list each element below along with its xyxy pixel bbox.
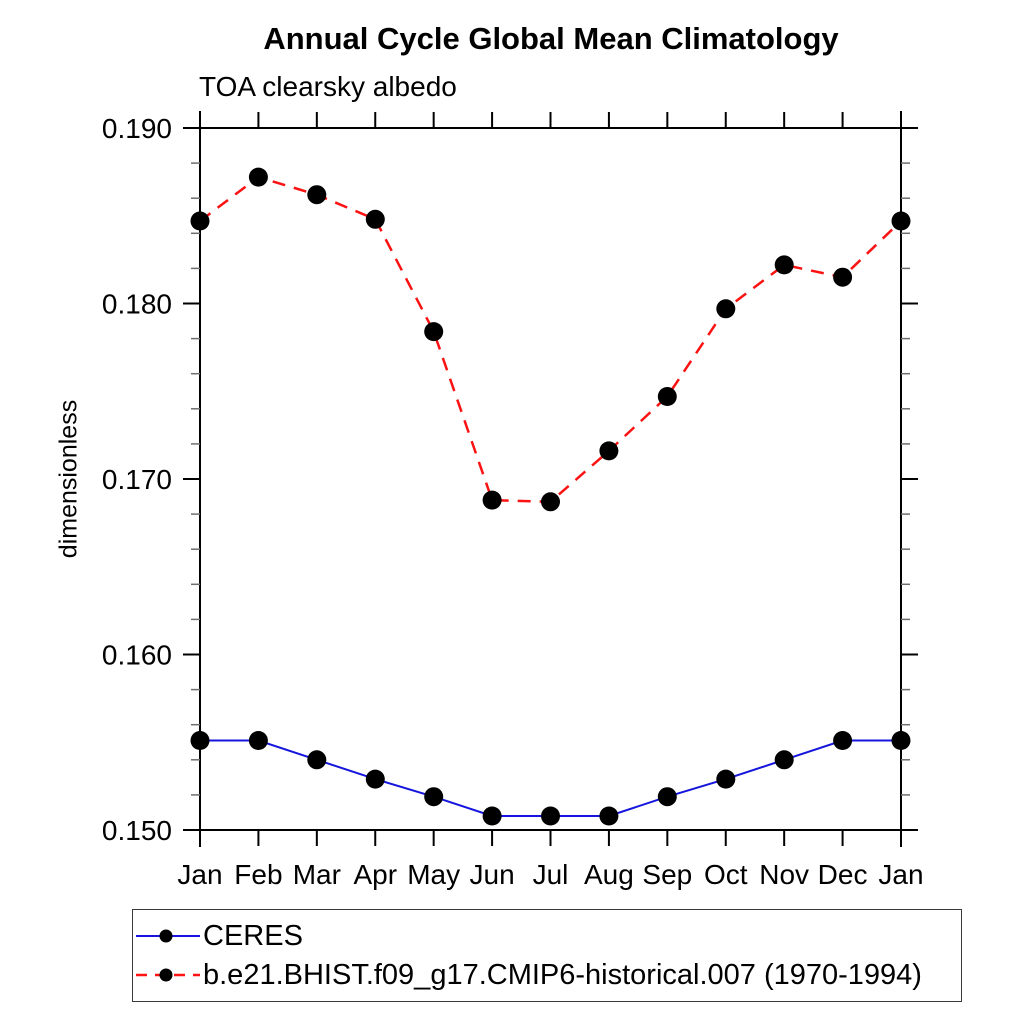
- data-point-marker-s1: [482, 490, 502, 510]
- x-tick-label: Apr: [353, 859, 397, 890]
- x-tick-label: Aug: [584, 859, 634, 890]
- legend-row-1: b.e21.BHIST.f09_g17.CMIP6-historical.007…: [136, 955, 922, 995]
- legend-box: CERES b.e21.BHIST.f09_g17.CMIP6-historica…: [132, 909, 962, 1002]
- series-line-1: [199, 175, 902, 504]
- legend-line-sample-1: [136, 968, 200, 982]
- data-point-marker-s0: [190, 731, 210, 750]
- x-tick-label: Jan: [177, 859, 222, 890]
- data-point-marker-s0: [599, 806, 619, 826]
- y-tick-label: 0.170: [102, 464, 172, 495]
- data-point-marker-s0: [248, 731, 268, 750]
- data-point-marker-s0: [541, 806, 560, 826]
- x-tick-label: Feb: [234, 859, 282, 890]
- legend-label-1: b.e21.BHIST.f09_g17.CMIP6-historical.007…: [203, 958, 922, 991]
- data-point-marker-s0: [833, 731, 853, 750]
- data-point-marker-s1: [365, 209, 385, 229]
- y-tick-label: 0.150: [102, 815, 172, 846]
- y-tick-label: 0.190: [102, 113, 172, 144]
- data-point-marker-s0: [716, 769, 736, 789]
- x-tick-label: May: [407, 859, 460, 890]
- data-point-marker-s1: [307, 185, 327, 205]
- y-tick-label: 0.160: [102, 640, 172, 671]
- data-point-marker-s1: [774, 255, 794, 275]
- chart-subtitle: TOA clearsky albedo: [199, 71, 457, 102]
- series-line-0: [200, 739, 901, 817]
- x-tick-label: Oct: [704, 859, 748, 890]
- data-point-marker-s1: [833, 267, 853, 287]
- data-point-marker-s1: [190, 211, 210, 231]
- data-point-marker-s1: [891, 211, 911, 231]
- y-tick-label: 0.180: [102, 289, 172, 320]
- data-point-marker-s1: [716, 299, 736, 319]
- chart-title: Annual Cycle Global Mean Climatology: [263, 21, 839, 56]
- data-point-marker-s1: [657, 387, 677, 406]
- data-point-marker-s0: [891, 731, 911, 750]
- data-point-marker-s1: [248, 167, 268, 187]
- legend-marker-1: [159, 968, 173, 982]
- legend-label-0: CERES: [203, 919, 303, 952]
- x-tick-label: Mar: [293, 859, 341, 890]
- x-tick-label: Nov: [759, 859, 809, 890]
- legend-line-sample-0: [136, 929, 200, 943]
- data-point-marker-s1: [599, 441, 619, 461]
- data-point-marker-s0: [482, 806, 502, 826]
- x-tick-label: Jun: [470, 859, 515, 890]
- data-point-marker-s1: [424, 322, 444, 342]
- x-tick-label: Sep: [642, 859, 692, 890]
- x-tick-label: Jul: [533, 859, 569, 890]
- legend-marker-0: [159, 929, 173, 943]
- data-point-marker-s0: [424, 787, 444, 807]
- data-point-marker-s1: [541, 492, 560, 512]
- legend-row-0: CERES: [136, 916, 303, 956]
- data-point-marker-s0: [657, 787, 677, 807]
- x-tick-label: Jan: [878, 859, 923, 890]
- data-point-marker-s0: [365, 769, 385, 789]
- data-point-marker-s0: [307, 750, 327, 770]
- data-point-marker-s0: [774, 750, 794, 770]
- x-tick-label: Dec: [818, 859, 868, 890]
